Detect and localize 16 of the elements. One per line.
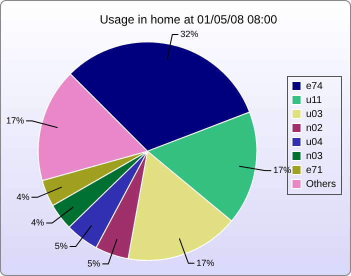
chart-title: Usage in home at 01/05/08 08:00 [100,12,278,27]
legend-label: u11 [306,94,322,106]
data-label: 17% [6,115,24,126]
legend-label: e71 [306,164,324,176]
data-label: 32% [180,29,198,40]
legend-label: n02 [306,122,324,134]
data-label: 5% [87,258,100,268]
data-label: 4% [16,192,30,202]
legend-label: n03 [306,150,324,162]
legend-label: u03 [306,108,324,120]
data-label: 17% [196,258,214,268]
data-label: 5% [54,240,68,251]
legend-label: u04 [306,136,324,148]
legend-label: Others [306,178,336,190]
data-label: 4% [31,217,44,228]
legend-label: e74 [306,80,324,92]
